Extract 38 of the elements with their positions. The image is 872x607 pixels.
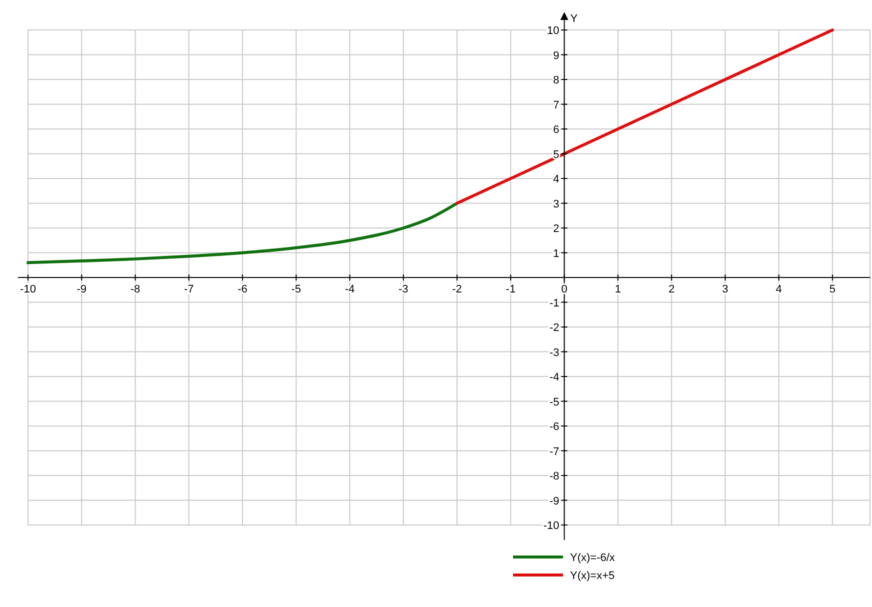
x-tick-label: 2 <box>668 284 675 296</box>
x-tick-label: -4 <box>344 284 355 296</box>
y-tick-label: 3 <box>553 198 560 210</box>
y-tick-label: 6 <box>553 124 560 136</box>
x-tick-label: -8 <box>130 284 140 296</box>
x-tick-label: 3 <box>722 284 728 296</box>
y-tick-label: -3 <box>550 346 560 359</box>
legend-label: Y(x)=-6/x <box>570 552 616 564</box>
line-series <box>26 202 459 264</box>
y-tick-label: -4 <box>550 372 560 384</box>
y-axis-title: Y <box>570 13 578 25</box>
y-tick-label: 4 <box>553 174 560 186</box>
y-tick-label: 2 <box>553 223 560 235</box>
y-tick-label: -9 <box>550 495 560 508</box>
y-tick-label: 7 <box>553 99 560 112</box>
x-tick-label: -7 <box>184 284 194 296</box>
y-tick-label: -10 <box>543 520 560 532</box>
legend-label: Y(x)=x+5 <box>570 570 615 582</box>
x-tick-label: -5 <box>291 284 302 296</box>
y-tick-label: 9 <box>553 50 560 62</box>
y-tick-label: 10 <box>547 25 560 37</box>
x-tick-label: -3 <box>398 284 408 296</box>
x-tick-label: -9 <box>76 284 87 296</box>
y-tick-label: -2 <box>550 322 560 334</box>
x-tick-label: 5 <box>829 284 836 296</box>
x-tick-label: 4 <box>776 284 782 296</box>
y-tick-label: -6 <box>550 421 560 433</box>
x-tick-label: 1 <box>614 284 621 296</box>
y-tick-label: -1 <box>550 297 560 310</box>
x-tick-label: -6 <box>238 284 248 296</box>
y-tick-label: -8 <box>550 470 560 482</box>
x-tick-label: -10 <box>20 284 36 296</box>
x-tick-label: -1 <box>506 284 516 296</box>
y-tick-label: 8 <box>553 74 560 86</box>
y-tick-label: 1 <box>553 248 560 260</box>
x-tick-label: -2 <box>452 284 462 296</box>
y-tick-label: -7 <box>550 446 560 458</box>
y-tick-label: -5 <box>550 396 560 408</box>
